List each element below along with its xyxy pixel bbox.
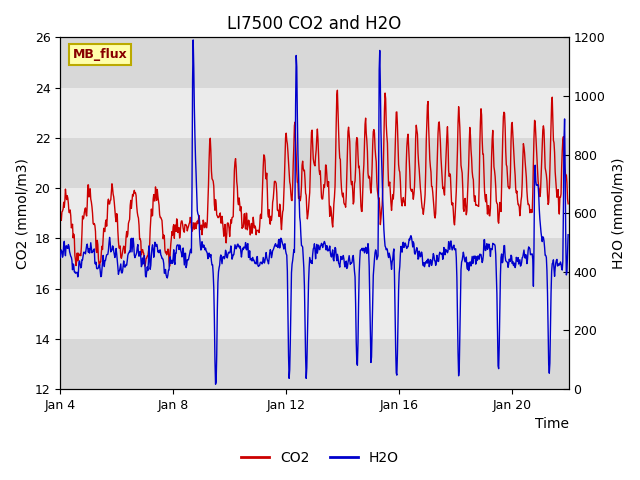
Y-axis label: H2O (mmol/m3): H2O (mmol/m3) — [611, 157, 625, 269]
Bar — [60, 339, 569, 389]
Text: MB_flux: MB_flux — [73, 48, 127, 61]
Bar — [60, 87, 569, 138]
Title: LI7500 CO2 and H2O: LI7500 CO2 and H2O — [227, 15, 401, 33]
Bar — [60, 288, 569, 339]
Y-axis label: CO2 (mmol/m3): CO2 (mmol/m3) — [15, 158, 29, 269]
Bar — [60, 37, 569, 87]
Legend: CO2, H2O: CO2, H2O — [236, 445, 404, 471]
Bar — [60, 239, 569, 288]
Bar — [60, 188, 569, 239]
X-axis label: Time: Time — [534, 418, 569, 432]
Bar — [60, 138, 569, 188]
